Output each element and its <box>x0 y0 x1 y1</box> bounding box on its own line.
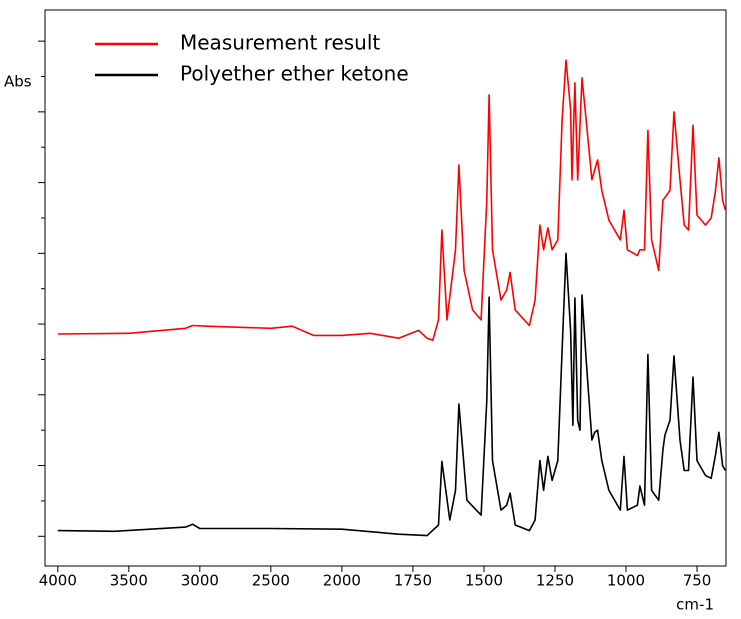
x-tick-label: 4000 <box>39 572 77 590</box>
x-tick-label: 1500 <box>465 572 503 590</box>
x-tick-label: 2500 <box>252 572 290 590</box>
y-axis-label: Abs <box>4 73 32 91</box>
x-tick-label: 3500 <box>110 572 148 590</box>
legend-label: Polyether ether ketone <box>180 62 409 86</box>
x-tick-label: 1750 <box>394 572 432 590</box>
x-tick-label: 750 <box>683 572 712 590</box>
x-tick-label: 2000 <box>323 572 361 590</box>
plot-frame <box>44 9 727 567</box>
legend-label: Measurement result <box>180 31 380 55</box>
x-tick-label: 1000 <box>607 572 645 590</box>
spectrum-line <box>57 252 727 537</box>
x-tick-label: 3000 <box>181 572 219 590</box>
spectrum-line <box>57 59 727 342</box>
x-axis-label: cm-1 <box>676 596 714 614</box>
x-tick-label: 1250 <box>536 572 574 590</box>
